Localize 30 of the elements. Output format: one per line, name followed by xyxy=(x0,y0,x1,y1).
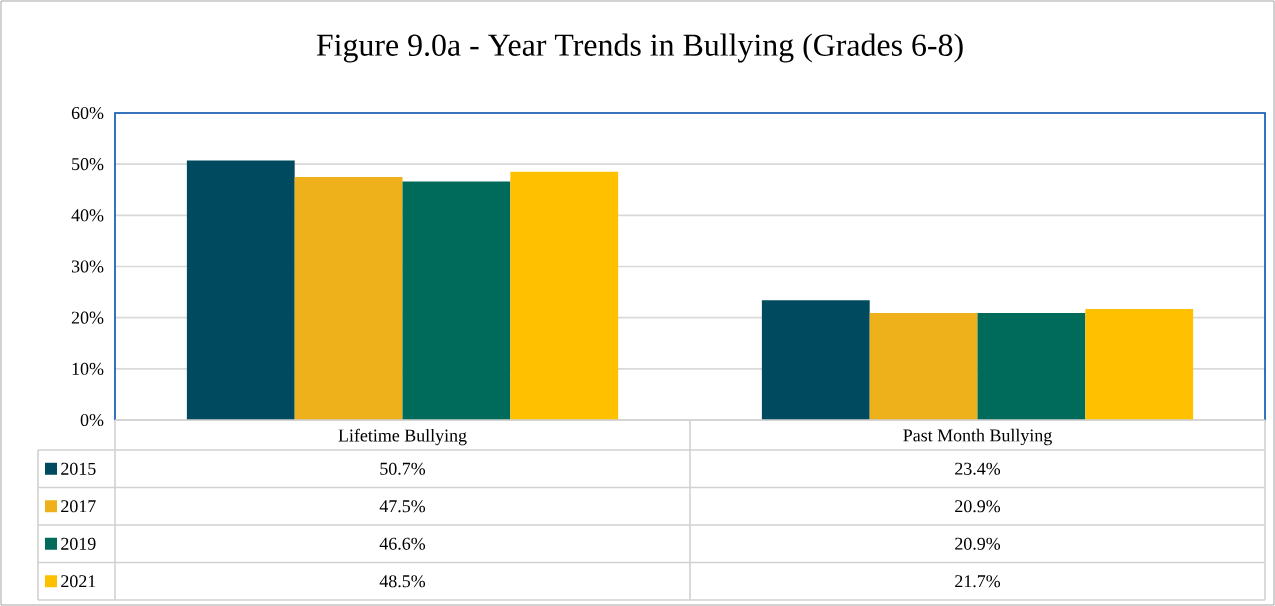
data-label: 48.5% xyxy=(379,575,426,588)
y-tick-label: 10% xyxy=(72,362,104,375)
y-tick-label: 60% xyxy=(71,106,104,120)
y-tick-label: 40% xyxy=(71,209,104,222)
bar xyxy=(977,313,1086,420)
bar xyxy=(1085,308,1194,420)
bar xyxy=(186,160,295,420)
legend-label: 2015 xyxy=(61,462,96,475)
x-tick-label: Lifetime Bullying xyxy=(338,428,467,446)
data-label: 20.9% xyxy=(955,537,1001,550)
chart-title: Figure 9.0a - Year Trends in Bullying (Grades 6-8) xyxy=(316,33,963,63)
bar xyxy=(869,313,978,420)
legend-label: 2017 xyxy=(61,500,96,513)
y-tick-label: 50% xyxy=(72,158,104,171)
y-tick-label: 0% xyxy=(80,413,104,427)
data-label: 47.5% xyxy=(379,500,426,513)
y-tick-label: 30% xyxy=(71,260,104,273)
data-label: 46.6% xyxy=(379,537,426,550)
legend-label: 2019 xyxy=(61,537,96,550)
data-label: 20.9% xyxy=(955,500,1001,513)
data-label: 50.7% xyxy=(380,462,426,475)
data-label: 21.7% xyxy=(955,575,1001,588)
bar xyxy=(294,176,403,420)
bar xyxy=(761,300,870,420)
bar xyxy=(402,181,511,420)
legend-label: 2021 xyxy=(61,575,96,588)
bar xyxy=(510,171,619,420)
data-label: 23.4% xyxy=(955,462,1001,475)
y-tick-label: 20% xyxy=(71,311,104,324)
x-tick-label: Past Month Bullying xyxy=(903,428,1052,446)
